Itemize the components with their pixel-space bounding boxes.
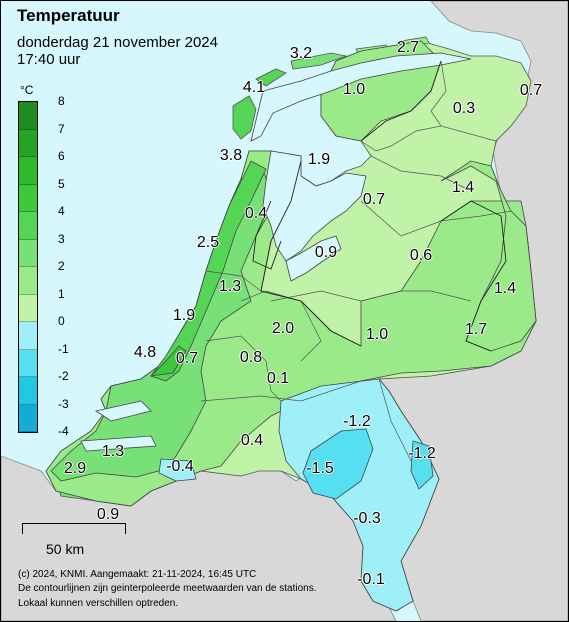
station-value-label: 0.7 bbox=[175, 350, 199, 367]
station-value-label: -1.5 bbox=[306, 460, 334, 477]
zeeland-inlet-1 bbox=[94, 400, 152, 422]
station-value-label: 0.3 bbox=[452, 100, 476, 117]
legend-band-10 bbox=[19, 377, 37, 405]
band-3-4 bbox=[150, 160, 267, 382]
cold-pocket-east bbox=[410, 440, 434, 490]
station-value-label: 1.0 bbox=[342, 81, 366, 98]
vlieland bbox=[255, 68, 287, 87]
legend-band-7 bbox=[19, 294, 37, 322]
legend-tick-label: 7 bbox=[58, 121, 65, 136]
station-value-label: 0.8 bbox=[239, 349, 263, 366]
station-value-label: 0.1 bbox=[266, 370, 290, 387]
border-gelderland bbox=[270, 290, 472, 302]
station-value-label: 1.3 bbox=[218, 278, 242, 295]
inland-water bbox=[80, 52, 472, 452]
texel bbox=[232, 95, 257, 140]
ijsselmeer bbox=[262, 150, 367, 262]
legend-band-9 bbox=[19, 349, 37, 377]
station-value-label: 0.7 bbox=[362, 191, 386, 208]
map-time: 17:40 uur bbox=[17, 51, 81, 68]
station-value-label: -1.2 bbox=[408, 445, 436, 462]
legend-band-6 bbox=[19, 267, 37, 295]
legend-band-4 bbox=[19, 212, 37, 240]
legend-band-0 bbox=[19, 102, 37, 130]
scale-bar-label: 50 km bbox=[46, 541, 85, 557]
border-noord-holland bbox=[205, 270, 262, 292]
station-value-label: 2.7 bbox=[396, 39, 420, 56]
legend-tick-label: 2 bbox=[58, 259, 65, 273]
legend-tick-label: -3 bbox=[58, 396, 69, 411]
legend-band-11 bbox=[19, 404, 37, 432]
station-value-label: 2.0 bbox=[271, 320, 295, 337]
legend-tick-label: -1 bbox=[58, 341, 69, 356]
legend-band-8 bbox=[19, 322, 37, 350]
station-value-label: 4.1 bbox=[242, 79, 266, 96]
legend-band-1 bbox=[19, 129, 37, 157]
station-value-label: 0.4 bbox=[240, 432, 264, 449]
contour-a bbox=[260, 160, 362, 347]
station-value-label: 1.4 bbox=[493, 280, 517, 297]
station-value-label: 0.9 bbox=[96, 506, 120, 523]
station-value-label: -0.1 bbox=[357, 571, 385, 588]
station-value-label: 0.6 bbox=[409, 247, 433, 264]
station-value-label: 1.3 bbox=[101, 443, 125, 460]
station-value-label: 0.9 bbox=[314, 244, 338, 261]
copyright-text: (c) 2024, KNMI. Aangemaakt: 21-11-2024, … bbox=[18, 569, 257, 580]
border-brabant bbox=[200, 380, 362, 402]
markermeer-channel bbox=[285, 235, 342, 282]
map-title: Temperatuur bbox=[17, 6, 120, 25]
station-value-label: -0.3 bbox=[353, 510, 381, 527]
border-limburg bbox=[378, 378, 412, 462]
legend-tick-label: 1 bbox=[58, 286, 65, 301]
border-drenthe bbox=[370, 155, 472, 192]
east-band bbox=[440, 160, 537, 352]
station-value-label: 1.9 bbox=[172, 307, 196, 324]
legend-tick-label: 8 bbox=[58, 94, 65, 108]
cold-pocket-zeeland bbox=[158, 458, 197, 482]
footer-note-local: Lokaal kunnen verschillen optreden. bbox=[18, 598, 179, 609]
band-4-5 bbox=[149, 345, 187, 377]
legend-band-5 bbox=[19, 239, 37, 267]
cold-band-1 bbox=[302, 428, 374, 500]
station-value-label: 0.7 bbox=[519, 82, 543, 99]
legend-unit: °C bbox=[20, 83, 34, 97]
legend-tick-label: -4 bbox=[58, 424, 69, 438]
legend-tick-label: 4 bbox=[58, 204, 65, 218]
station-value-label: 1.4 bbox=[451, 179, 475, 196]
legend-band-2 bbox=[19, 157, 37, 185]
station-value-label: 0.4 bbox=[244, 205, 268, 222]
station-value-label: 2.5 bbox=[196, 234, 220, 251]
legend-tick-label: 3 bbox=[58, 231, 65, 246]
station-value-label: 3.2 bbox=[289, 45, 313, 62]
station-value-label: 4.8 bbox=[133, 344, 157, 361]
border-groningen bbox=[430, 60, 497, 142]
border-friesland bbox=[360, 125, 442, 152]
map-date: donderdag 21 november 2024 bbox=[17, 34, 218, 51]
station-value-label: -0.4 bbox=[166, 458, 194, 475]
station-value-label: 1.0 bbox=[365, 326, 389, 343]
terschelling bbox=[290, 52, 348, 70]
station-value-label: 1.9 bbox=[307, 151, 331, 168]
station-value-label: 3.8 bbox=[219, 147, 243, 164]
contour-d bbox=[360, 60, 442, 142]
zeeland-inlet-2 bbox=[80, 435, 157, 452]
footer-note-contours: De contourlijnen zijn geinterpoleerde me… bbox=[18, 583, 317, 594]
station-value-label: 1.7 bbox=[464, 321, 488, 338]
scale-bar bbox=[22, 523, 126, 534]
station-value-label: -1.2 bbox=[343, 413, 371, 430]
legend-tick-label: -2 bbox=[58, 369, 69, 383]
wadden-sea bbox=[250, 52, 472, 142]
contour-c bbox=[252, 200, 282, 270]
station-value-label: 2.9 bbox=[63, 460, 87, 477]
contour-b bbox=[440, 200, 507, 352]
legend-tick-label: 0 bbox=[58, 314, 65, 328]
legend-tick-label: 6 bbox=[58, 149, 65, 163]
legend-tick-label: 5 bbox=[58, 176, 65, 191]
contour-lines bbox=[252, 60, 507, 352]
legend-band-3 bbox=[19, 184, 37, 212]
border-south-holland bbox=[205, 335, 282, 402]
legend-color-bar bbox=[18, 101, 38, 433]
